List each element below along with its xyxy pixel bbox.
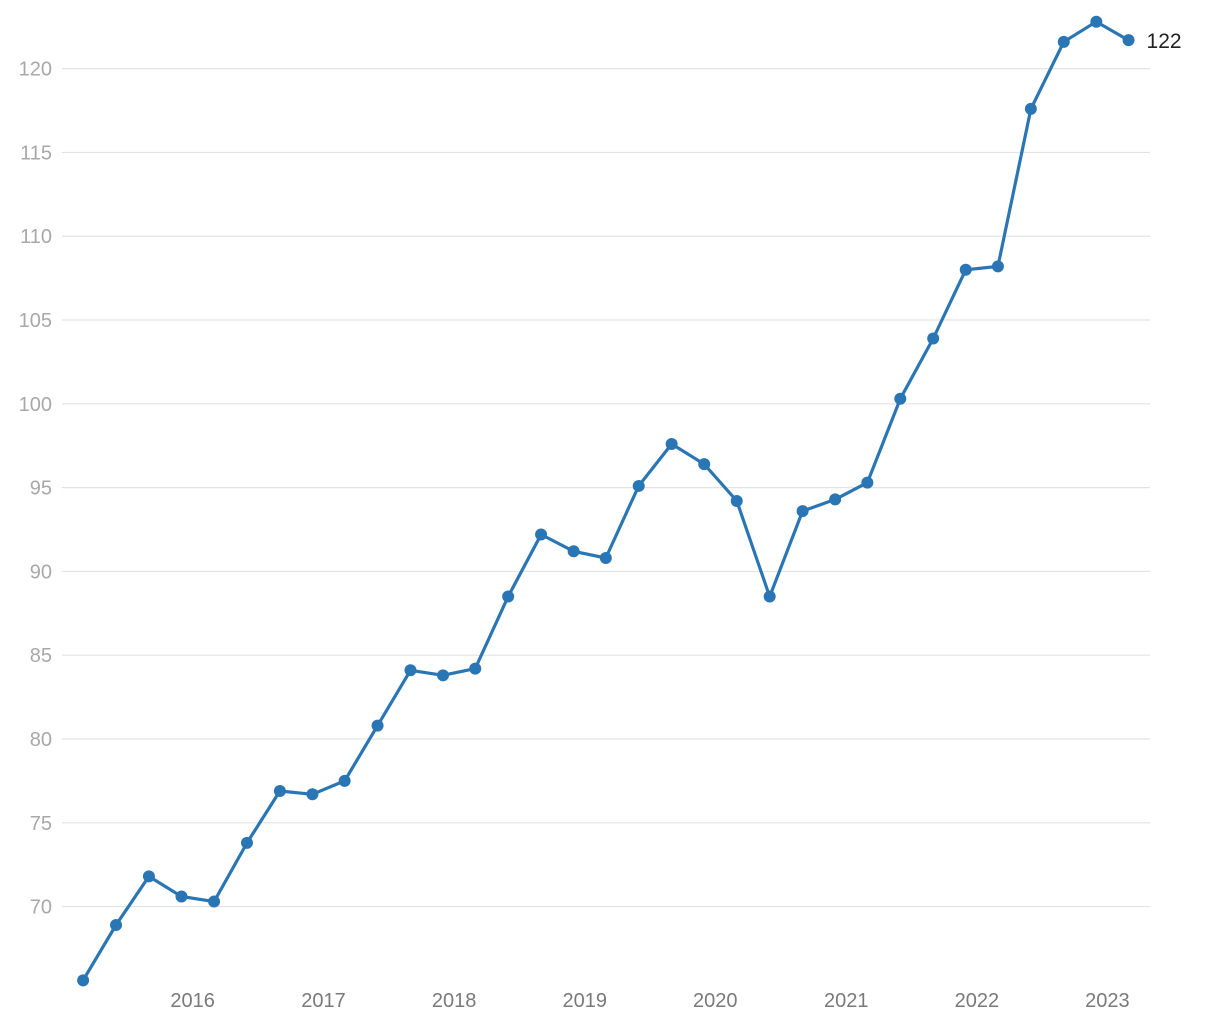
data-point [861,476,874,489]
data-point [338,774,351,787]
y-tick-label: 75 [30,813,52,835]
x-tick-label: 2018 [432,990,477,1012]
data-point [175,890,188,903]
data-point [730,495,743,508]
data-point [240,836,253,849]
data-point [469,662,482,675]
x-tick-label: 2023 [1085,990,1130,1012]
grid-layer [62,68,1150,908]
data-point [665,438,678,451]
data-point [208,895,221,908]
data-point [371,719,384,732]
x-tick-label: 2019 [562,990,607,1012]
x-tick-label: 2022 [955,990,1000,1012]
y-tick-label: 105 [19,310,52,332]
data-point [894,392,907,405]
data-point [991,260,1004,273]
y-tick-label: 110 [20,226,52,248]
x-axis-ticks: 2016 2017 2018 2019 2020 2021 2022 2023 [170,990,1129,1012]
y-tick-label: 85 [30,645,52,667]
data-point [599,552,612,565]
data-point [632,479,645,492]
series-layer [77,15,1135,987]
x-tick-label: 2016 [170,990,215,1012]
data-point [1024,102,1037,115]
data-point [1057,35,1070,48]
data-point [959,263,972,276]
y-tick-label: 100 [19,394,52,416]
data-point [142,870,155,883]
data-point [404,664,417,677]
data-point [273,784,286,797]
data-point [535,528,548,541]
x-tick-label: 2017 [301,990,346,1012]
y-tick-label: 90 [30,561,52,583]
data-point [796,505,809,518]
y-tick-label: 70 [30,897,52,919]
y-axis-ticks: 70 75 80 85 90 95 100 105 110 115 120 [19,59,52,919]
y-tick-label: 115 [20,142,52,164]
data-point [1090,15,1103,28]
y-tick-label: 80 [30,729,52,751]
y-tick-label: 95 [30,478,52,500]
data-point [110,919,123,932]
data-point [437,669,450,682]
y-tick-label: 120 [19,59,52,81]
data-point [927,332,940,345]
x-tick-label: 2021 [824,990,869,1012]
data-point [698,458,711,471]
end-value-label: 122 [1147,30,1182,53]
data-point [567,545,580,558]
label-layer: 122 [1147,30,1182,53]
data-point [763,590,776,603]
data-point [77,974,90,987]
data-point [1122,34,1135,47]
data-point [829,493,842,506]
data-point [306,788,319,801]
x-tick-label: 2020 [693,990,738,1012]
data-point [502,590,515,603]
series-line [81,20,1131,982]
